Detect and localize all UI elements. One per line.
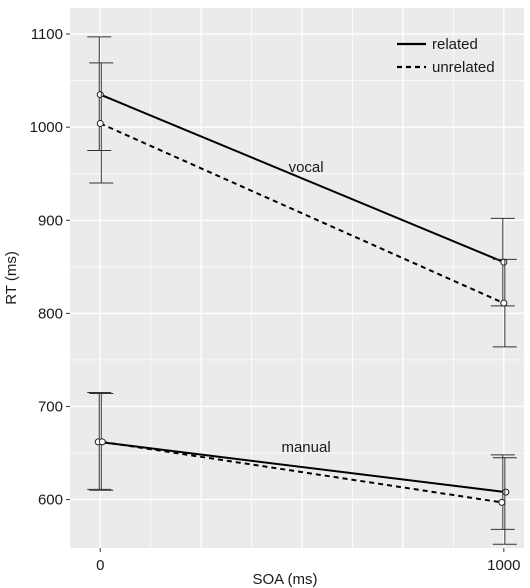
legend-label-unrelated: unrelated <box>432 59 495 76</box>
x-tick-label: 0 <box>96 557 104 574</box>
legend-label-related: related <box>432 36 478 53</box>
x-axis-title: SOA (ms) <box>252 571 317 588</box>
y-axis: 600 700 800 900 1000 1100 <box>30 26 70 509</box>
y-tick-label: 900 <box>38 212 63 229</box>
x-tick-label: 1000 <box>487 557 520 574</box>
series-manual-unrelated <box>89 392 517 545</box>
series-line <box>99 93 505 264</box>
data-point <box>500 299 508 307</box>
data-point <box>500 258 508 266</box>
data-point <box>498 498 506 506</box>
y-tick-label: 700 <box>38 398 63 415</box>
y-tick-label: 800 <box>38 305 63 322</box>
y-tick-label: 1000 <box>30 119 63 136</box>
y-tick-label: 1100 <box>31 26 63 43</box>
x-axis: 0 1000 <box>96 548 521 574</box>
annotations: vocal manual <box>281 159 330 456</box>
data-point <box>502 488 510 496</box>
data-point <box>98 438 106 446</box>
y-axis-title: RT (ms) <box>3 251 20 305</box>
data-point <box>96 91 104 99</box>
legend: related unrelated <box>397 36 495 76</box>
data-point <box>96 119 104 127</box>
annotation-label: manual <box>281 439 330 456</box>
annotation-label: vocal <box>289 159 324 176</box>
gridlines <box>70 8 524 548</box>
series-layer <box>87 36 517 545</box>
series-line <box>102 440 502 504</box>
y-tick-label: 600 <box>38 492 63 509</box>
series-vocal-unrelated <box>89 62 517 348</box>
series-line <box>98 440 506 494</box>
series-line <box>99 122 505 305</box>
